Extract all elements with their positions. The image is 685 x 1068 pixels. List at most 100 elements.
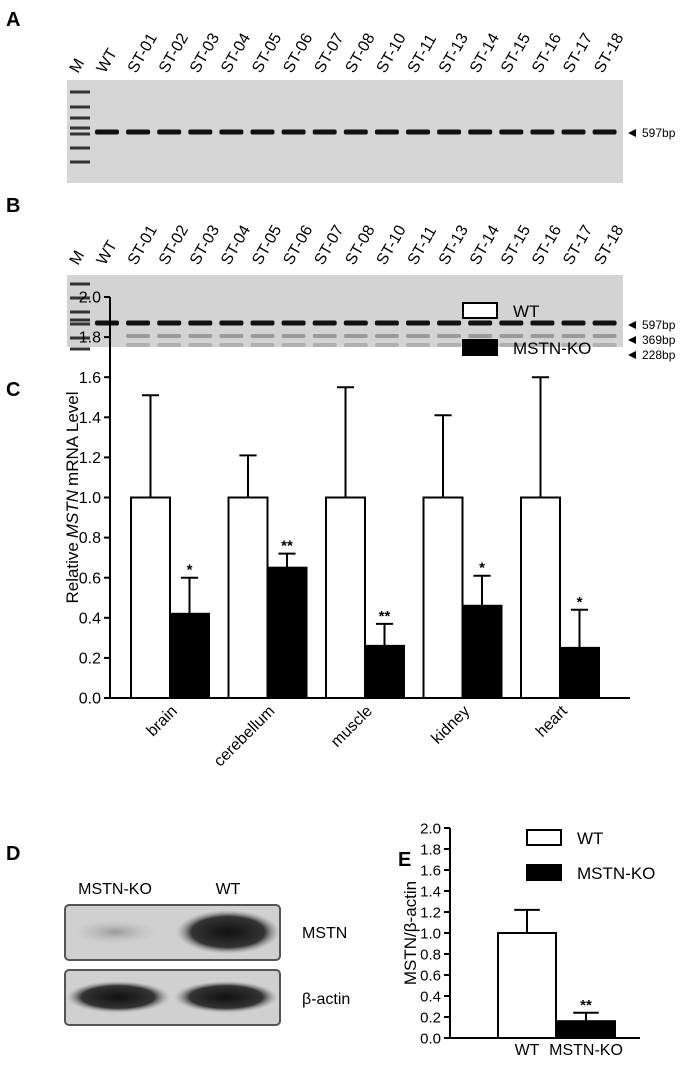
legend-label: WT [513,302,539,321]
legend-label: WT [577,829,603,848]
band [95,320,119,326]
bar [556,1020,616,1040]
lane-label: ST-07 [311,30,347,76]
lane-label: ST-03 [187,222,223,268]
bar [422,496,464,699]
band [219,320,244,326]
significance-label: ** [580,997,592,1014]
band [126,320,151,326]
band [468,320,493,326]
blot-band [66,981,170,1013]
band [188,129,213,135]
band [188,320,213,326]
lane-label: ST-02 [156,222,192,268]
bar [520,496,561,699]
y-tick-label: 0.2 [79,651,101,668]
lane-label: ST-07 [311,222,347,268]
band [219,334,244,338]
y-tick-label: 1.6 [420,862,441,879]
band [406,129,430,135]
marker-band [70,116,90,120]
marker-band [70,296,90,300]
band [592,334,617,338]
band [250,129,275,135]
lane-label: ST-01 [125,30,161,76]
lane-label: ST-10 [374,222,410,268]
lane-label: ST-01 [125,222,161,268]
panel-letter: E [398,849,411,871]
significance-label: ** [281,538,293,555]
blot-lane-label: MSTN-KO [78,881,152,898]
lane-label: ST-18 [591,222,627,268]
marker-band [70,322,90,326]
y-tick-label: 1.0 [79,490,101,507]
band [374,129,399,135]
band [406,320,430,326]
band-size-label: 228bp [642,348,676,362]
lane-label: ST-13 [436,30,472,76]
panel-letter: D [6,843,20,865]
blot-row-label: MSTN [302,925,347,942]
marker-band [70,132,90,136]
significance-label: ** [379,608,391,625]
band [343,343,368,347]
band [188,343,213,347]
y-axis-label-part: MSTN [63,489,82,538]
legend-swatch [462,339,498,356]
band [499,129,524,135]
band [157,320,182,326]
bar [497,932,557,1039]
bar [364,644,405,699]
y-tick-label: 1.4 [420,883,441,900]
lane-label: ST-14 [467,30,503,76]
band [374,320,399,326]
y-tick-label: 0.6 [420,967,441,984]
error-bar [531,376,550,498]
error-bar [573,1011,599,1022]
lane-label: ST-10 [374,30,410,76]
bar [325,496,366,699]
band [343,129,368,135]
lane-label: ST-04 [218,222,254,268]
lane-label: ST-16 [529,30,565,76]
lane-label: ST-17 [560,222,596,268]
y-axis-label: MSTN/β-actin [401,881,420,985]
significance-label: * [479,560,485,577]
x-tick-label: kidney [429,703,474,748]
bar [169,612,210,699]
band [126,129,151,135]
lane-label: M [67,248,88,268]
lane-label: ST-13 [436,222,472,268]
band-arrow [628,321,636,329]
lane-label: ST-06 [280,222,316,268]
y-axis-label-part: mRNA Level [63,391,82,485]
band [188,334,213,338]
legend-swatch [526,864,562,881]
blot-band [176,910,280,954]
lane-label: ST-08 [343,222,379,268]
band [281,129,306,135]
band [157,334,182,338]
lane-label: ST-03 [187,30,223,76]
lane-label: ST-06 [280,30,316,76]
band [406,343,430,347]
band-size-label: 597bp [642,318,676,332]
band [499,334,524,338]
band [437,320,462,326]
significance-label: * [187,562,193,579]
blot-lane-label: WT [216,881,241,898]
panel-letter: B [6,195,20,217]
band [592,343,617,347]
bar [130,496,171,699]
x-tick-label: brain [144,703,181,740]
lane-label: WT [94,238,121,268]
lane-label: ST-05 [249,222,285,268]
band [374,334,399,338]
marker-band [70,90,90,94]
y-tick-label: 1.0 [420,925,441,942]
y-tick-label: 2.0 [79,290,101,307]
band [157,343,182,347]
lane-label: ST-15 [498,30,534,76]
error-bar [375,622,394,646]
